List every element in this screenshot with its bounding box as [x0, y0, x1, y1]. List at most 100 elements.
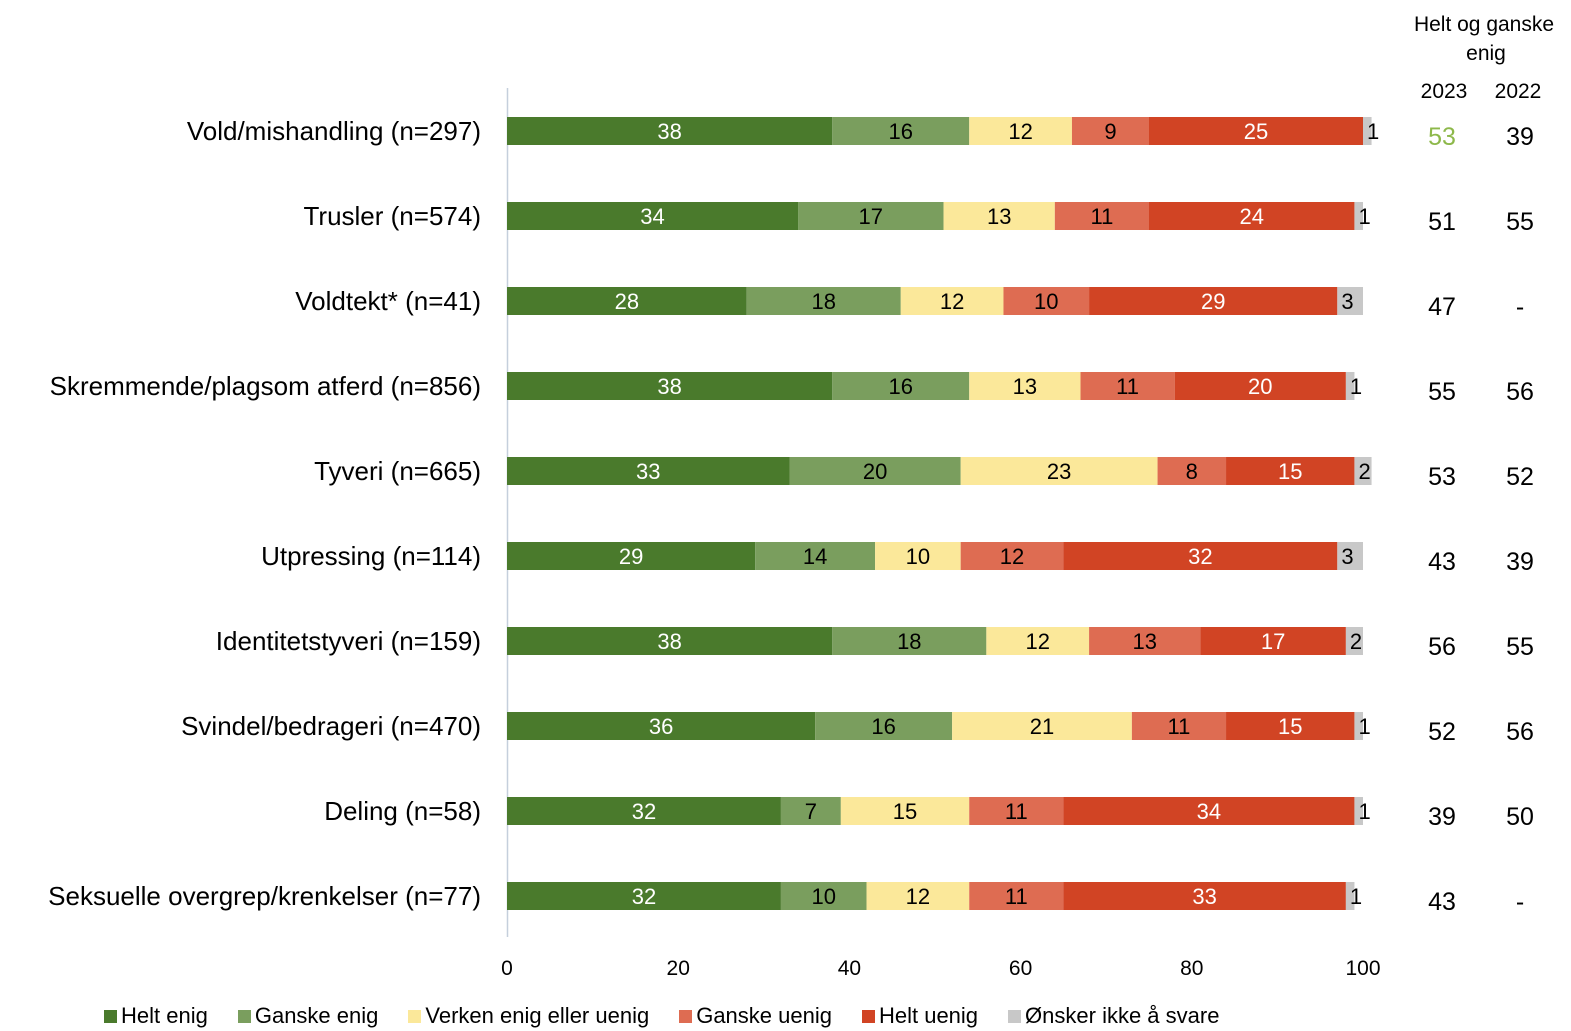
data-label: 21 — [1030, 714, 1054, 739]
bar-segment — [507, 372, 833, 400]
data-label: 34 — [640, 204, 664, 229]
bar-segment — [815, 712, 953, 740]
data-label: 1 — [1367, 119, 1379, 144]
bar-segment — [832, 372, 970, 400]
data-label: 36 — [649, 714, 673, 739]
x-tick-label: 60 — [1009, 957, 1032, 980]
bar-segment — [507, 627, 833, 655]
category-label: Trusler (n=574) — [304, 201, 482, 231]
side-value-2022: 55 — [1506, 633, 1534, 661]
data-label: 32 — [632, 799, 656, 824]
data-label: 16 — [889, 119, 913, 144]
bar-segment — [1089, 627, 1201, 655]
data-label: 16 — [871, 714, 895, 739]
bar-segment — [1003, 287, 1090, 315]
category-label: Skremmende/plagsom atferd (n=856) — [50, 371, 481, 401]
side-value-2023: 53 — [1428, 463, 1456, 491]
legend-item: Helt uenig — [861, 1003, 978, 1029]
bar-segment — [755, 542, 876, 570]
data-label: 1 — [1358, 204, 1370, 229]
bar-segment — [780, 882, 867, 910]
bar-segment — [507, 117, 833, 145]
legend-item: Verken enig eller uenig — [408, 1003, 649, 1029]
side-value-2023: 56 — [1428, 633, 1456, 661]
data-label: 1 — [1350, 374, 1362, 399]
bar-segment — [1337, 542, 1363, 570]
data-label: 34 — [1197, 799, 1221, 824]
data-label: 11 — [1168, 714, 1191, 739]
data-label: 13 — [1013, 374, 1037, 399]
data-label: 18 — [897, 629, 921, 654]
side-value-2023: 47 — [1428, 293, 1456, 321]
category-label: Svindel/bedrageri (n=470) — [181, 711, 481, 741]
bar-segment — [746, 287, 901, 315]
bar-segment — [840, 797, 970, 825]
data-label: 20 — [863, 459, 887, 484]
bar-segment — [1071, 117, 1149, 145]
bar-segment — [1131, 712, 1227, 740]
data-label: 33 — [636, 459, 660, 484]
side-value-2022: 52 — [1506, 463, 1534, 491]
data-label: 9 — [1104, 119, 1116, 144]
bar-segment — [1174, 372, 1346, 400]
bar-segment — [866, 882, 970, 910]
bar-segment — [900, 287, 1004, 315]
bar-segment — [1157, 457, 1227, 485]
bar-segment — [1149, 202, 1355, 230]
data-label: 10 — [906, 544, 930, 569]
bar-segment — [789, 457, 961, 485]
data-label: 16 — [889, 374, 913, 399]
data-label: 1 — [1358, 714, 1370, 739]
side-table-title-line1: Helt og ganske — [1414, 13, 1554, 36]
x-tick-label: 0 — [501, 957, 513, 980]
legend-item: Helt enig — [104, 1003, 208, 1029]
bar-segment — [1345, 882, 1355, 910]
category-label: Tyveri (n=665) — [314, 456, 481, 486]
legend-item: Ganske enig — [237, 1003, 378, 1029]
data-label: 12 — [940, 289, 964, 314]
bar-segment — [969, 882, 1064, 910]
bar-segment — [1354, 457, 1372, 485]
data-label: 13 — [987, 204, 1011, 229]
side-value-2022: 56 — [1506, 378, 1534, 406]
side-table-title-line2: enig — [1466, 42, 1506, 65]
data-label: 23 — [1047, 459, 1071, 484]
legend-item: Ønsker ikke å svare — [1008, 1003, 1219, 1029]
x-axis-ticks: 0 20 40 60 80 100 — [501, 957, 1380, 980]
category-label: Utpressing (n=114) — [261, 541, 481, 571]
bar-segment — [1200, 627, 1346, 655]
side-value-2022: 56 — [1506, 718, 1534, 746]
data-label: 38 — [657, 119, 681, 144]
data-label: 12 — [906, 884, 930, 909]
bar-segment — [1080, 372, 1175, 400]
bar-segment — [960, 457, 1158, 485]
data-label: 14 — [803, 544, 827, 569]
bar-segment — [1345, 627, 1363, 655]
data-label: 10 — [1034, 289, 1058, 314]
data-label: 32 — [632, 884, 656, 909]
bar-segment — [1337, 287, 1363, 315]
legend-item: Ganske uenig — [679, 1003, 832, 1029]
data-label: 15 — [1278, 459, 1302, 484]
data-label: 24 — [1239, 204, 1263, 229]
bar-segment — [969, 117, 1072, 145]
category-label: Deling (n=58) — [324, 796, 481, 826]
bar-segment — [1063, 882, 1346, 910]
side-value-2022: 55 — [1506, 208, 1534, 236]
bar-segment — [1363, 117, 1372, 145]
bar-segment — [1063, 797, 1355, 825]
data-label: 12 — [1008, 119, 1032, 144]
x-tick-label: 80 — [1180, 957, 1203, 980]
plot-area: Vold/mishandling (n=297) 38 16 12 9 25 1Trusle… — [48, 116, 1379, 911]
side-value-2022: - — [1516, 888, 1524, 916]
bar-segment — [798, 202, 944, 230]
bar-segment — [969, 797, 1064, 825]
data-label: 3 — [1341, 544, 1353, 569]
data-label: 13 — [1132, 629, 1156, 654]
data-label: 12 — [1025, 629, 1049, 654]
data-label: 15 — [893, 799, 917, 824]
bar-segment — [832, 627, 987, 655]
data-label: 2 — [1358, 459, 1370, 484]
data-label: 38 — [657, 374, 681, 399]
bar-segment — [507, 882, 781, 910]
